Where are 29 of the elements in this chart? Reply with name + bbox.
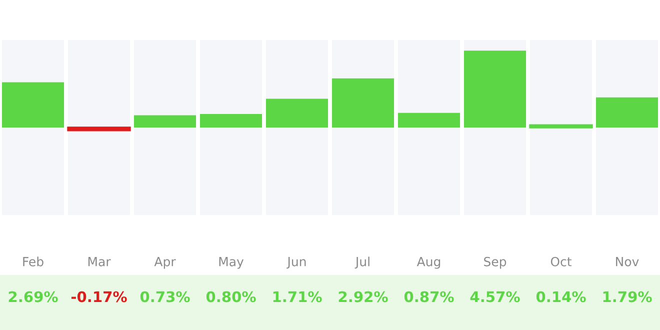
x-tick-label: Oct [550,256,572,266]
data-label: 1.71% [273,291,322,302]
data-label: 2.92% [338,291,388,302]
data-label: 0.14% [536,291,586,302]
bar [266,98,328,128]
bar [67,126,131,132]
bar [2,82,64,128]
x-tick-label: Nov [616,257,639,266]
x-tick-label: Feb [23,256,44,266]
bar [332,78,394,128]
x-tick-label: Mar [88,257,111,266]
bar [134,115,196,128]
bar [596,97,658,128]
bar [200,114,262,128]
data-label: 0.73% [140,291,190,302]
data-label: 2.69% [8,291,58,302]
bar [398,112,460,128]
bar [529,124,593,128]
x-tick-label: May [219,257,244,269]
x-tick-label: Jun [286,257,306,269]
x-tick-label: Apr [154,257,176,269]
x-tick-label: Aug [416,257,440,269]
x-tick-label: Jul [354,256,370,269]
x-tick-label: Sep [484,256,506,269]
data-label: 4.57% [470,291,520,302]
data-label: 0.87% [404,291,454,302]
data-label: 0.80% [206,291,256,302]
data-label: -0.17% [71,291,127,302]
data-label: 1.79% [603,291,652,302]
